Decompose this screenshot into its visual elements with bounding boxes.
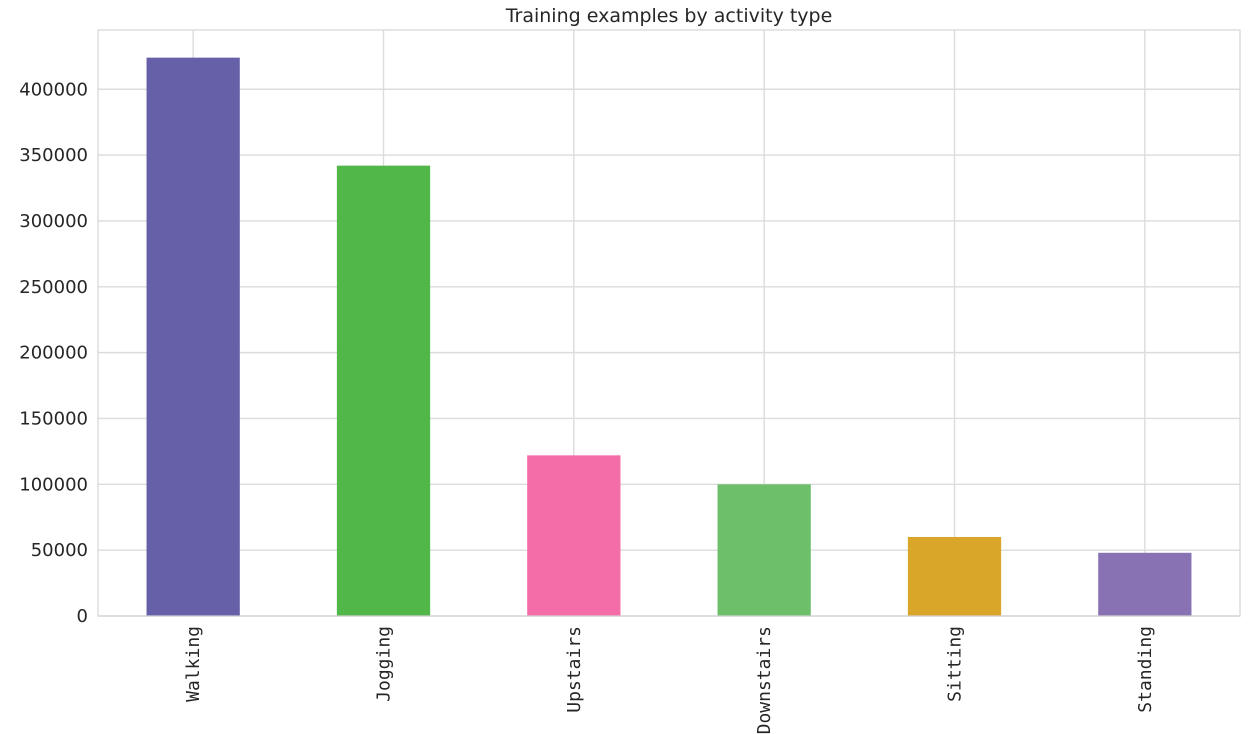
x-tick-label: Walking — [183, 626, 204, 702]
y-tick-label: 150000 — [19, 408, 88, 429]
bar-walking — [146, 57, 240, 616]
y-tick-label: 50000 — [31, 540, 88, 561]
bar-sitting — [907, 536, 1002, 616]
y-tick-label: 0 — [77, 606, 88, 627]
y-axis-tick-labels: 0 50000 100000 150000 200000 250000 300000 3500… — [19, 79, 88, 627]
x-axis-tick-labels: Walking Jogging Upstairs Downstairs Sitting S… — [183, 626, 1156, 734]
chart-title: Training examples by activity type — [505, 5, 833, 27]
x-tick-label: Upstairs — [564, 626, 585, 713]
bar-downstairs — [717, 484, 811, 616]
y-tick-label: 400000 — [19, 79, 88, 100]
y-tick-label: 350000 — [19, 145, 88, 166]
y-tick-label: 200000 — [19, 343, 88, 364]
y-tick-label: 250000 — [19, 277, 88, 298]
y-tick-label: 100000 — [19, 474, 88, 495]
x-tick-label: Jogging — [374, 626, 395, 702]
bar-upstairs — [527, 455, 621, 616]
grid-lines — [98, 30, 1240, 617]
y-tick-label: 300000 — [19, 211, 88, 232]
x-tick-label: Sitting — [945, 626, 966, 702]
bar-standing — [1098, 552, 1192, 616]
plot-frame — [97, 29, 1241, 617]
x-tick-label: Standing — [1135, 626, 1156, 713]
bars — [146, 57, 1192, 616]
x-tick-label: Downstairs — [754, 626, 775, 734]
bar-jogging — [336, 165, 431, 616]
